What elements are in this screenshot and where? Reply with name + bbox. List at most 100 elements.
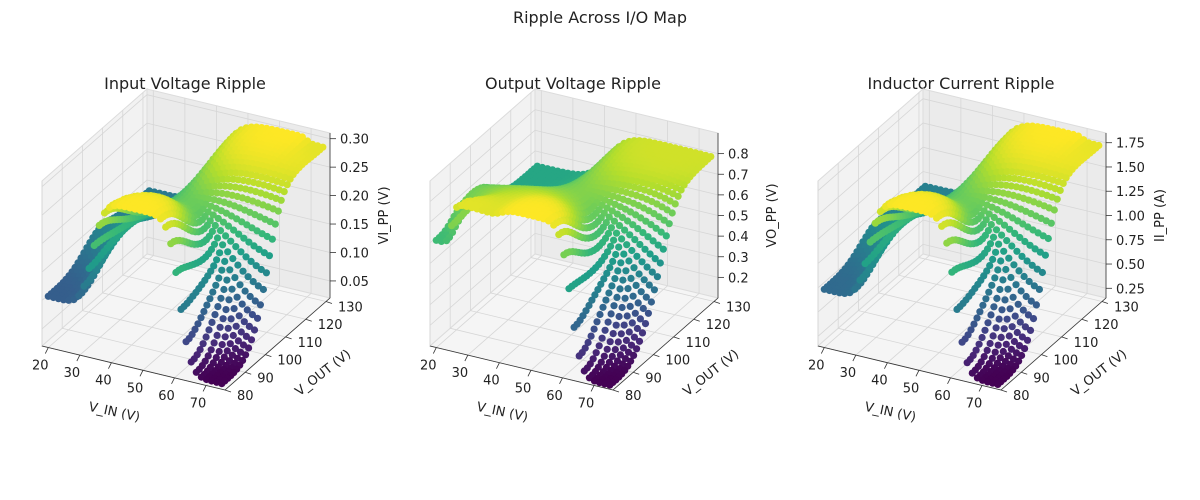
data-point: [1006, 162, 1014, 170]
data-point: [603, 345, 611, 353]
data-point: [220, 353, 228, 361]
data-point: [1008, 323, 1016, 331]
data-point: [1059, 179, 1067, 187]
data-point: [630, 351, 638, 359]
data-point: [613, 210, 621, 218]
data-point: [225, 296, 233, 304]
data-point: [634, 299, 642, 307]
y-tick: [713, 301, 721, 304]
data-point: [591, 291, 599, 299]
data-point: [604, 318, 612, 326]
data-point: [990, 213, 998, 222]
data-point: [250, 326, 259, 334]
gridline-x: [467, 98, 574, 356]
data-point: [585, 301, 593, 310]
data-point: [999, 347, 1007, 356]
data-point: [1047, 219, 1055, 227]
z-tick-label: 0.15: [340, 218, 369, 233]
y-axis-line: [1000, 297, 1107, 391]
y-tick-label: 100: [277, 354, 302, 369]
x-tick-label: 30: [452, 366, 469, 381]
data-point: [626, 302, 634, 310]
data-point: [986, 339, 994, 348]
data-point: [628, 319, 636, 327]
y-tick-label: 120: [1094, 318, 1119, 333]
data-point: [846, 289, 854, 297]
data-point: [987, 221, 995, 229]
data-point: [628, 246, 636, 255]
data-point: [1011, 312, 1019, 320]
data-point: [248, 311, 256, 319]
gridline-y: [102, 127, 286, 338]
data-point: [980, 353, 988, 361]
x-tick: [171, 377, 175, 385]
data-point: [1002, 265, 1010, 274]
z-tick-label: 0.7: [728, 168, 749, 183]
data-point: [991, 274, 999, 282]
data-point: [238, 300, 246, 308]
data-point: [488, 209, 497, 217]
z-axis-label: II_PP (A): [1153, 189, 1168, 242]
data-point: [1021, 345, 1029, 353]
data-point: [211, 311, 219, 319]
data-point: [610, 217, 618, 225]
gridline-z: [41, 94, 331, 187]
data-point: [927, 210, 936, 218]
data-point: [613, 293, 621, 301]
data-point: [1016, 318, 1024, 326]
data-point: [647, 298, 655, 306]
data-point: [973, 314, 981, 322]
y-tick: [224, 389, 232, 393]
data-point: [1007, 345, 1015, 353]
data-point: [85, 264, 93, 272]
data-point: [637, 288, 645, 296]
data-point: [988, 354, 996, 362]
data-point: [211, 182, 219, 190]
data-point: [606, 381, 614, 389]
data-point: [232, 169, 240, 177]
data-point: [646, 250, 654, 258]
data-point: [625, 328, 633, 336]
data-point: [242, 351, 250, 359]
data-point: [545, 217, 553, 225]
data-point: [203, 301, 211, 309]
x-tick-label: 60: [934, 389, 951, 404]
data-point: [976, 308, 984, 316]
data-point: [1010, 337, 1018, 346]
data-point: [205, 326, 213, 334]
data-point: [210, 339, 218, 347]
data-point: [995, 217, 1003, 225]
data-point: [157, 215, 165, 223]
data-point: [629, 221, 637, 229]
data-point: [584, 338, 592, 347]
data-point: [989, 332, 997, 340]
data-point: [997, 257, 1005, 265]
data-point: [866, 238, 874, 246]
data-point: [601, 326, 609, 334]
data-point: [631, 236, 639, 244]
data-point: [257, 265, 265, 274]
data-point: [202, 333, 210, 341]
data-point: [1018, 333, 1026, 341]
data-point: [992, 324, 1000, 332]
y-tick: [1081, 318, 1088, 322]
data-point: [634, 225, 642, 233]
data-point: [621, 294, 629, 302]
data-point: [1018, 252, 1026, 260]
data-point: [630, 333, 638, 341]
data-point: [213, 331, 221, 339]
y-tick: [1021, 371, 1028, 375]
data-point: [625, 257, 633, 265]
gridline-x: [436, 90, 542, 348]
z-tick-label: 0.2: [728, 271, 749, 286]
y-tick: [1041, 354, 1048, 357]
data-point: [626, 231, 634, 239]
data-point: [662, 232, 670, 240]
z-tick-label: 1.75: [1116, 137, 1145, 152]
data-point: [226, 266, 234, 274]
chart-title: Output Voltage Ripple: [485, 74, 661, 93]
data-point: [652, 224, 660, 232]
data-point: [1062, 174, 1070, 182]
